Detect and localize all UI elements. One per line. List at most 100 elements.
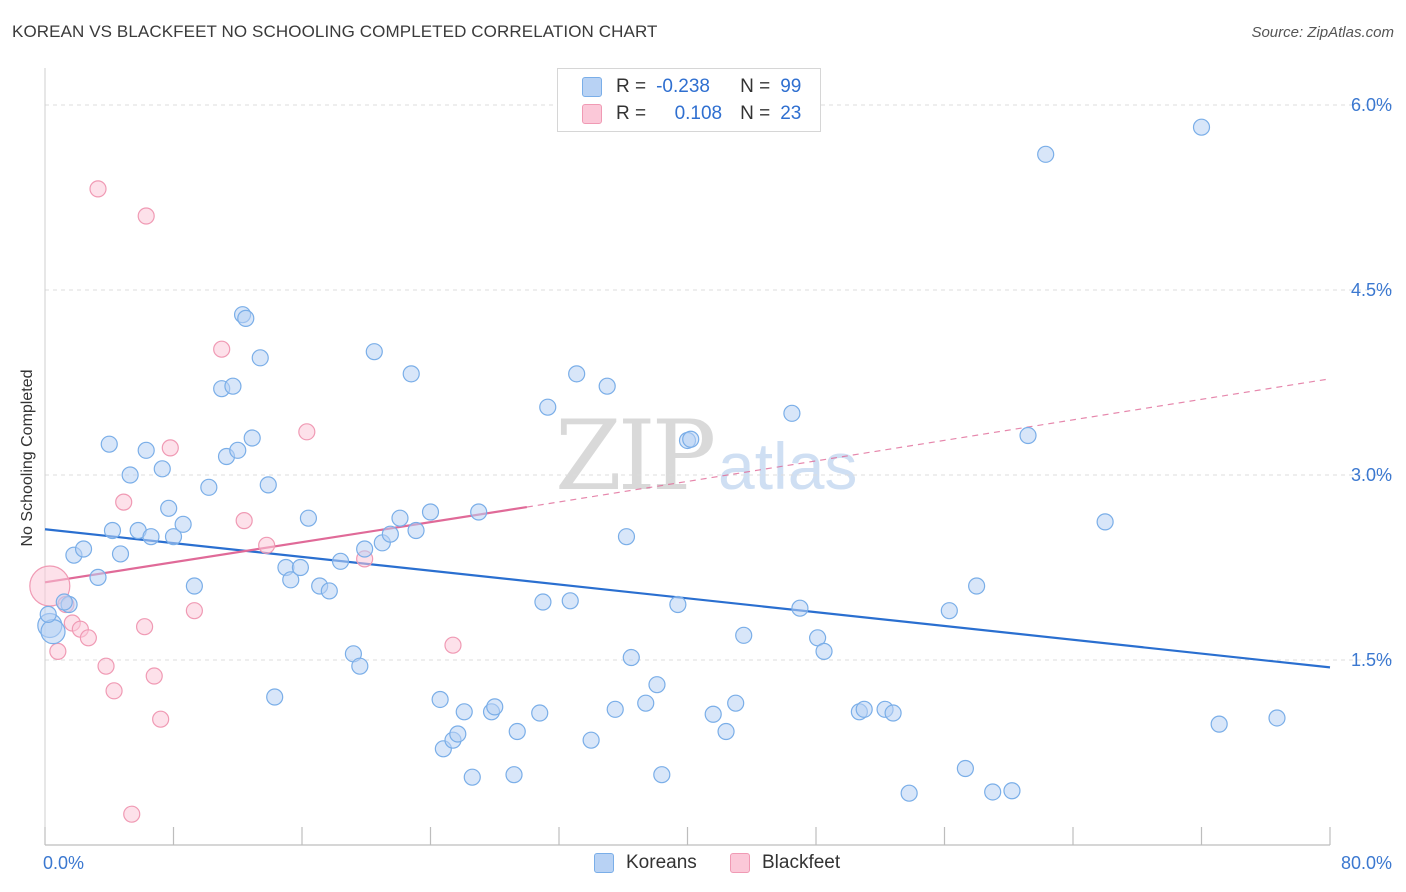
- koreans-point: [704, 705, 722, 723]
- blackfeet-point: [444, 636, 462, 654]
- koreans-point: [735, 626, 753, 644]
- koreans-point: [617, 528, 636, 546]
- legend-n-label: N =: [740, 76, 771, 97]
- koreans-point: [582, 731, 600, 749]
- koreans-point: [1003, 782, 1021, 800]
- blackfeet-point: [89, 180, 107, 198]
- koreans-point: [365, 343, 383, 361]
- koreans-point: [421, 503, 440, 521]
- koreans-point: [224, 377, 242, 395]
- koreans-point: [200, 478, 218, 496]
- gridlines: [45, 104, 1392, 661]
- koreans-point: [320, 582, 338, 600]
- x-tick-label: 0.0%: [43, 853, 84, 873]
- koreans-point: [984, 783, 1002, 801]
- koreans-point: [431, 690, 449, 709]
- koreans-point: [470, 503, 488, 521]
- koreans-point: [1210, 715, 1228, 733]
- legend-row-koreans: R = -0.238 N = 99: [582, 75, 801, 99]
- koreans-point: [243, 429, 261, 447]
- blackfeet-point: [213, 340, 231, 358]
- koreans-point: [1192, 118, 1211, 136]
- koreans-point: [956, 759, 974, 778]
- legend-item-koreans: Koreans: [594, 852, 697, 874]
- legend-n-value: 23: [780, 103, 802, 124]
- koreans-points: [37, 118, 1286, 802]
- blackfeet-point: [97, 657, 115, 675]
- koreans-point: [598, 377, 616, 395]
- source-credit: Source: ZipAtlas.com: [1251, 24, 1394, 41]
- koreans-point: [561, 592, 579, 610]
- koreans-trend-line: [44, 528, 1331, 669]
- koreans-point: [291, 558, 309, 577]
- koreans-point: [185, 577, 203, 595]
- legend-n-label: N =: [740, 103, 771, 124]
- blackfeet-point: [258, 536, 276, 554]
- blackfeet-point: [135, 618, 154, 636]
- blackfeet-point: [105, 682, 123, 700]
- blackfeet-swatch: [582, 104, 602, 124]
- legend-n-value: 99: [780, 76, 802, 97]
- koreans-point: [727, 694, 745, 712]
- blackfeet-point: [123, 805, 141, 823]
- koreans-point: [884, 704, 902, 722]
- koreans-point: [402, 365, 420, 383]
- koreans-point: [900, 784, 918, 802]
- koreans-point: [669, 595, 687, 614]
- legend-koreans-label: Koreans: [626, 852, 697, 873]
- koreans-point: [791, 599, 809, 617]
- blackfeet-point: [185, 602, 203, 620]
- y-tick-label: 4.5%: [1351, 280, 1392, 300]
- koreans-point: [100, 435, 118, 453]
- koreans-point: [505, 766, 523, 784]
- koreans-point: [160, 499, 178, 517]
- x-tick-label: 80.0%: [1341, 853, 1392, 873]
- koreans-point: [266, 688, 284, 706]
- koreans-point: [1096, 513, 1114, 531]
- tick-labels: 1.5% 3.0% 4.5% 6.0% 0.0% 80.0%: [43, 95, 1392, 873]
- koreans-point: [55, 593, 73, 611]
- blackfeet-point: [161, 439, 179, 457]
- koreans-point: [568, 365, 586, 383]
- chart-title: KOREAN VS BLACKFEET NO SCHOOLING COMPLET…: [12, 22, 658, 41]
- koreans-point: [237, 309, 255, 327]
- koreans-point: [940, 602, 958, 620]
- koreans-point: [815, 642, 833, 660]
- blackfeet-point: [145, 667, 163, 685]
- koreans-point: [121, 466, 139, 484]
- koreans-point: [486, 698, 504, 716]
- koreans-point: [531, 704, 549, 722]
- koreans-swatch: [582, 77, 602, 97]
- koreans-point: [648, 676, 666, 694]
- koreans-point: [137, 441, 155, 459]
- koreans-point: [783, 404, 801, 422]
- y-axis-label: No Schooling Completed: [19, 369, 36, 547]
- legend-row-blackfeet: R = 0.108 N = 23: [582, 102, 801, 126]
- koreans-point: [622, 648, 640, 667]
- koreans-point: [351, 657, 369, 675]
- koreans-point: [111, 545, 130, 563]
- blackfeet-point: [298, 423, 316, 441]
- koreans-point: [153, 460, 171, 478]
- koreans-point: [282, 571, 300, 589]
- koreans-point: [142, 528, 160, 546]
- koreans-point: [164, 528, 183, 546]
- y-tick-label: 1.5%: [1351, 650, 1392, 670]
- koreans-point: [968, 577, 986, 595]
- axes: [44, 68, 1331, 846]
- koreans-point: [331, 552, 350, 570]
- y-tick-label: 6.0%: [1351, 95, 1392, 115]
- koreans-point: [1268, 709, 1286, 727]
- correlation-legend: R = -0.238 N = 99 R = 0.108 N = 23: [557, 68, 821, 132]
- koreans-point: [539, 398, 557, 416]
- blackfeet-point: [115, 493, 133, 511]
- y-tick-label: 3.0%: [1351, 465, 1392, 485]
- legend-r-value: -0.238: [656, 76, 710, 97]
- koreans-point: [1037, 145, 1055, 163]
- trend-lines: [44, 378, 1331, 669]
- koreans-point: [174, 515, 192, 533]
- koreans-point: [259, 476, 277, 494]
- koreans-point: [229, 441, 247, 459]
- koreans-point: [251, 349, 269, 367]
